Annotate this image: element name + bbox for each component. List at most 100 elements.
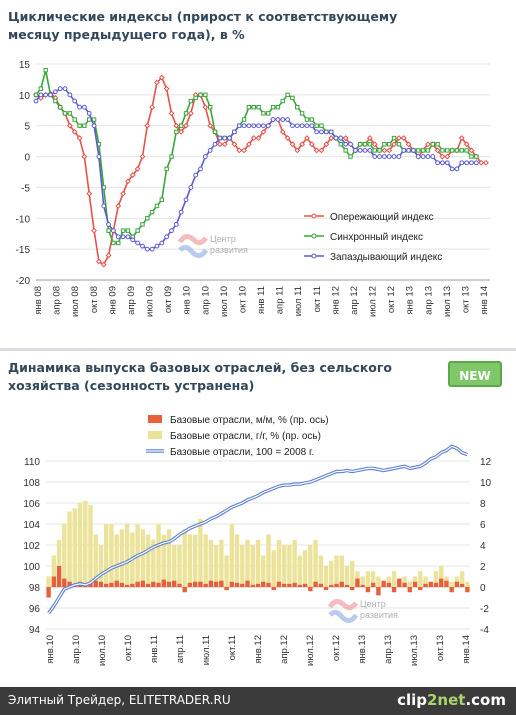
data-point — [241, 147, 247, 154]
bar-yoy — [192, 534, 198, 587]
data-point — [362, 148, 368, 153]
data-point — [463, 141, 470, 148]
y-tick-label: -5 — [21, 183, 30, 194]
data-point — [444, 160, 450, 166]
data-point — [362, 142, 368, 147]
bar-yoy — [145, 534, 151, 587]
watermark-logo-icon — [328, 609, 359, 623]
bar-mom — [360, 584, 365, 587]
bar-yoy — [391, 571, 397, 587]
data-point — [95, 258, 102, 265]
data-point — [261, 111, 266, 116]
bar-mom — [67, 581, 72, 587]
data-point — [106, 228, 111, 233]
bar-yoy — [266, 534, 271, 587]
data-point — [270, 105, 276, 110]
watermark-logo-icon — [178, 244, 209, 258]
data-point — [411, 148, 416, 153]
bar-mom — [334, 583, 339, 587]
bar-yoy — [182, 529, 187, 587]
data-point — [483, 159, 489, 166]
bar-yoy — [72, 508, 77, 587]
data-point — [91, 227, 97, 234]
legend-swatch-mom — [148, 415, 162, 423]
data-point — [188, 185, 194, 190]
data-point — [77, 104, 82, 110]
bar-mom — [313, 581, 318, 587]
chart-title: Динамика выпуска базовых отраслей, без с… — [8, 360, 393, 393]
data-point — [202, 104, 209, 111]
x-tick-label: окт 12 — [386, 286, 397, 313]
bar-yoy — [156, 524, 161, 587]
x-tick-label: окт 08 — [89, 286, 100, 313]
bar-yoy — [261, 555, 266, 587]
bar-mom — [407, 587, 413, 593]
data-point — [416, 148, 421, 153]
data-point — [198, 92, 203, 98]
bar-yoy — [365, 571, 371, 587]
x-tick-label: июл.13 — [409, 635, 420, 666]
y-tick-label: 5 — [24, 122, 30, 133]
data-point — [149, 246, 155, 252]
legend-label: Базовые отрасли, м/м, % (пр. ось) — [170, 415, 329, 426]
data-point — [401, 148, 407, 153]
bar-yoy — [250, 545, 255, 587]
data-point — [187, 110, 194, 117]
bar-mom — [418, 587, 423, 591]
watermark-text: развития — [210, 245, 248, 255]
data-point — [77, 123, 82, 128]
bar-yoy — [370, 571, 376, 587]
data-point — [62, 86, 68, 92]
data-point — [111, 240, 116, 246]
data-point — [459, 148, 465, 153]
bar-mom — [130, 583, 135, 587]
bar-yoy — [187, 534, 193, 587]
x-tick-label: апр.11 — [175, 635, 186, 663]
bar-yoy — [161, 534, 166, 587]
x-tick-label: июл.12 — [305, 635, 316, 666]
bar-yoy — [93, 534, 98, 587]
bar-yoy — [166, 529, 172, 587]
data-point — [396, 154, 402, 159]
bar-mom — [266, 582, 271, 587]
data-point — [154, 203, 160, 209]
bar-yoy — [151, 539, 156, 587]
data-point — [260, 128, 267, 135]
data-point — [420, 148, 426, 153]
legend-marker — [311, 253, 317, 259]
data-point — [357, 142, 363, 147]
data-point — [178, 128, 185, 135]
y-tick-label-right: 10 — [480, 478, 492, 489]
y-tick-label: -20 — [16, 276, 31, 287]
watermark-text: развития — [360, 610, 398, 620]
data-point — [469, 154, 474, 159]
x-tick-label: янв 10 — [182, 286, 193, 315]
bar-yoy — [329, 560, 334, 587]
bar-yoy — [276, 539, 282, 587]
data-point — [164, 234, 170, 240]
data-point — [464, 148, 469, 153]
data-point — [366, 135, 373, 141]
data-point — [43, 92, 49, 98]
bar-mom — [292, 582, 297, 587]
bar-yoy — [418, 571, 423, 587]
x-tick-label: янв 08 — [33, 286, 44, 315]
data-point — [275, 105, 281, 110]
data-point — [245, 141, 252, 148]
bar-mom — [459, 583, 465, 587]
x-tick-label: янв 12 — [330, 286, 341, 315]
bar-yoy — [124, 524, 130, 587]
bar-mom — [370, 582, 376, 587]
data-point — [469, 160, 474, 166]
watermark-text: Центр — [360, 599, 386, 609]
bar-yoy — [302, 550, 308, 587]
bar-mom — [229, 581, 235, 587]
data-point — [115, 234, 121, 240]
data-point — [81, 104, 87, 110]
x-tick-label: янв.11 — [149, 635, 160, 663]
bar-mom — [213, 581, 219, 587]
y-tick-label-right: -2 — [480, 604, 489, 615]
data-point — [251, 105, 256, 110]
bar-mom — [329, 584, 334, 587]
data-point — [48, 92, 53, 98]
